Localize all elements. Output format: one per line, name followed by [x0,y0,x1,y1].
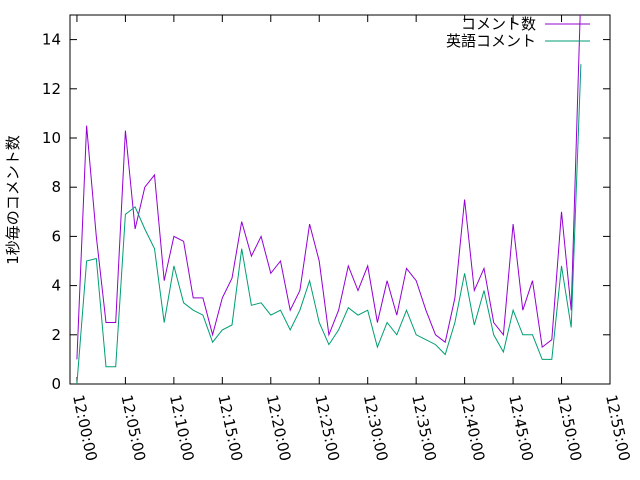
x-tick-label: 12:35:00 [408,393,440,463]
y-tick-label: 4 [51,277,61,295]
y-tick-label: 14 [42,31,61,49]
y-tick-label: 0 [51,375,61,393]
plot-border [69,14,611,385]
y-tick-label: 6 [51,227,61,245]
x-tick-label: 12:30:00 [360,393,392,463]
x-tick-label: 12:10:00 [166,393,198,463]
x-tick-label: 12:15:00 [214,393,246,463]
y-tick-label: 12 [42,80,61,98]
x-tick-label: 12:20:00 [263,393,295,463]
x-tick-label: 12:40:00 [457,393,489,463]
plot-area [76,15,582,384]
x-tick-label: 12:50:00 [554,393,586,463]
x-tick-label: 12:45:00 [505,393,537,463]
x-tick-label: 12:00:00 [69,393,101,463]
y-tick-label: 8 [51,178,61,196]
legend-label: 英語コメント [446,32,536,50]
x-tick-label: 12:25:00 [311,393,343,463]
x-tick-label: 12:05:00 [117,393,149,463]
series-line [76,15,581,360]
y-tick-label: 2 [51,326,61,344]
y-axis-label: 1秒毎のコメント数 [4,135,22,265]
legend-label: コメント数 [461,15,536,33]
x-tick-label: 12:55:00 [602,393,634,463]
series-line [76,64,582,384]
y-tick-label: 10 [42,129,61,147]
